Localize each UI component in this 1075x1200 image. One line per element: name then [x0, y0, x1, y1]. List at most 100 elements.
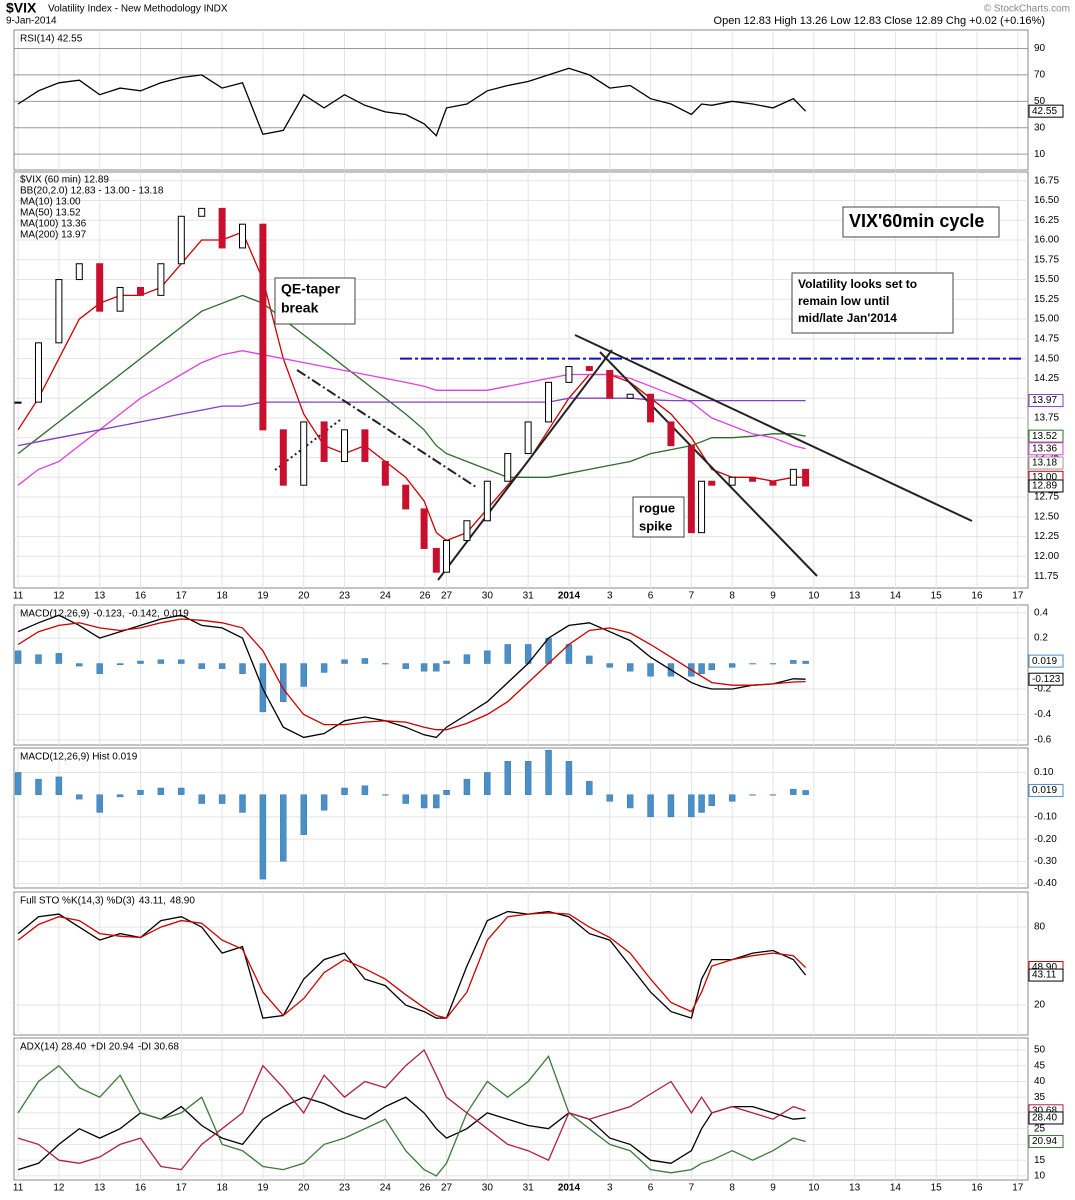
y-tick-label: -0.4	[1034, 709, 1052, 720]
histogram-bar	[402, 663, 409, 669]
y-tick-label: -0.20	[1034, 834, 1057, 845]
candle	[432, 547, 440, 573]
histogram-bar	[565, 644, 573, 664]
y-tick-label: 0.10	[1034, 767, 1054, 778]
histogram-bar	[708, 663, 715, 671]
legend-entry: MACD(12,26,9) Hist 0.019	[20, 752, 138, 763]
histogram-bar	[239, 663, 246, 674]
x-tick-label: 11	[13, 591, 24, 602]
histogram-bar	[35, 654, 42, 664]
annotation: rogue	[639, 500, 675, 515]
candle	[361, 429, 369, 462]
histogram-bar	[667, 794, 675, 818]
histogram-bar	[420, 663, 428, 672]
value-tag	[1028, 1134, 1064, 1148]
date: 9-Jan-2014	[6, 16, 57, 27]
histogram-bar	[116, 794, 124, 798]
x-tick-label: 18	[217, 591, 229, 602]
histogram-bar	[463, 654, 471, 664]
y-tick-label: 12.75	[1034, 492, 1059, 503]
symbol: $VIX	[6, 0, 37, 16]
trend-lines	[274, 334, 973, 581]
histogram-bar	[749, 794, 756, 796]
y-tick-label: 16.50	[1034, 195, 1059, 206]
x-tick-label: 19	[257, 591, 269, 602]
candle	[728, 476, 736, 486]
y-tick-label: 14.25	[1034, 373, 1059, 384]
y-tick-label: 14.75	[1034, 334, 1059, 345]
histogram-bar	[433, 663, 440, 672]
histogram-bar	[504, 644, 511, 664]
y-tick-label: 15.50	[1034, 274, 1059, 285]
y-tick-label: 16.75	[1034, 175, 1059, 186]
annotation-box	[632, 496, 685, 538]
histogram-bar	[728, 663, 736, 668]
value-tag-label: 20.94	[1032, 1136, 1057, 1147]
series-line	[17, 910, 807, 1019]
x-tick-label: 30	[482, 1183, 494, 1194]
histogram-bar	[484, 650, 491, 664]
y-tick-label: -0.6	[1034, 735, 1052, 746]
legend-entry: 48.90	[170, 896, 195, 907]
candle	[789, 468, 797, 486]
histogram-bar	[769, 663, 777, 665]
histogram-bar	[790, 660, 797, 664]
candle	[708, 480, 716, 486]
series-line	[17, 618, 806, 731]
histogram-bar	[137, 790, 144, 795]
x-tick-label: 8	[729, 1183, 735, 1194]
histogram-bar	[14, 772, 22, 795]
y-tick-label: 10	[1034, 1171, 1046, 1182]
histogram-bar	[802, 790, 809, 795]
y-tick-label: 15.25	[1034, 294, 1059, 305]
y-tick-label: 20	[1034, 1000, 1046, 1011]
candle	[300, 421, 308, 486]
y-tick-label: -0.10	[1034, 812, 1057, 823]
legend-entry: 43.11,	[139, 896, 166, 907]
candle	[34, 342, 42, 403]
candle	[157, 263, 165, 296]
value-tag-label: -0.123	[1032, 674, 1061, 685]
legend-entry: MA(100) 13.36	[20, 219, 87, 230]
candle	[483, 480, 491, 522]
x-tick-label: 16	[971, 1183, 983, 1194]
y-tick-label: -0.30	[1034, 856, 1057, 867]
x-tick-label: 16	[135, 591, 147, 602]
histogram-bar	[565, 761, 573, 795]
value-tag-label: 43.11	[1032, 970, 1057, 981]
y-tick-label: 50	[1034, 1045, 1046, 1056]
y-tick-label: 15	[1034, 1155, 1046, 1166]
x-tick-label: 2014	[558, 1183, 581, 1194]
histogram-bar	[198, 663, 205, 669]
x-tick-label: 6	[648, 1183, 654, 1194]
y-tick-label: 12.00	[1034, 551, 1059, 562]
x-tick-label: 17	[1012, 591, 1024, 602]
histogram-bar	[463, 778, 471, 795]
histogram-bar	[361, 658, 369, 664]
candle	[504, 453, 512, 482]
candle	[463, 520, 471, 542]
x-tick-label: 12	[53, 591, 65, 602]
histogram-bar	[76, 663, 83, 667]
annotation-box	[842, 206, 1000, 238]
y-tick-label: 50	[1034, 96, 1046, 107]
x-tick-label: 24	[380, 591, 392, 602]
x-tick-label: 9	[770, 591, 776, 602]
x-tick-label: 31	[523, 591, 535, 602]
histogram-bar	[361, 785, 369, 795]
series-line	[17, 1054, 806, 1177]
histogram-bar	[382, 794, 389, 796]
value-tag	[1028, 672, 1064, 686]
histogram-bar	[55, 776, 63, 795]
histogram-bar	[320, 794, 328, 811]
histogram-bar	[137, 660, 144, 664]
candle	[341, 429, 349, 462]
y-tick-label: 12.50	[1034, 511, 1059, 522]
x-tick-label: 27	[441, 1183, 453, 1194]
value-tag	[1028, 429, 1064, 443]
panel-frame	[13, 747, 1029, 889]
x-tick-label: 13	[849, 1183, 861, 1194]
trend-line	[274, 419, 341, 471]
legend-entry: -0.123,	[93, 609, 124, 620]
x-tick-label: 15	[931, 1183, 943, 1194]
